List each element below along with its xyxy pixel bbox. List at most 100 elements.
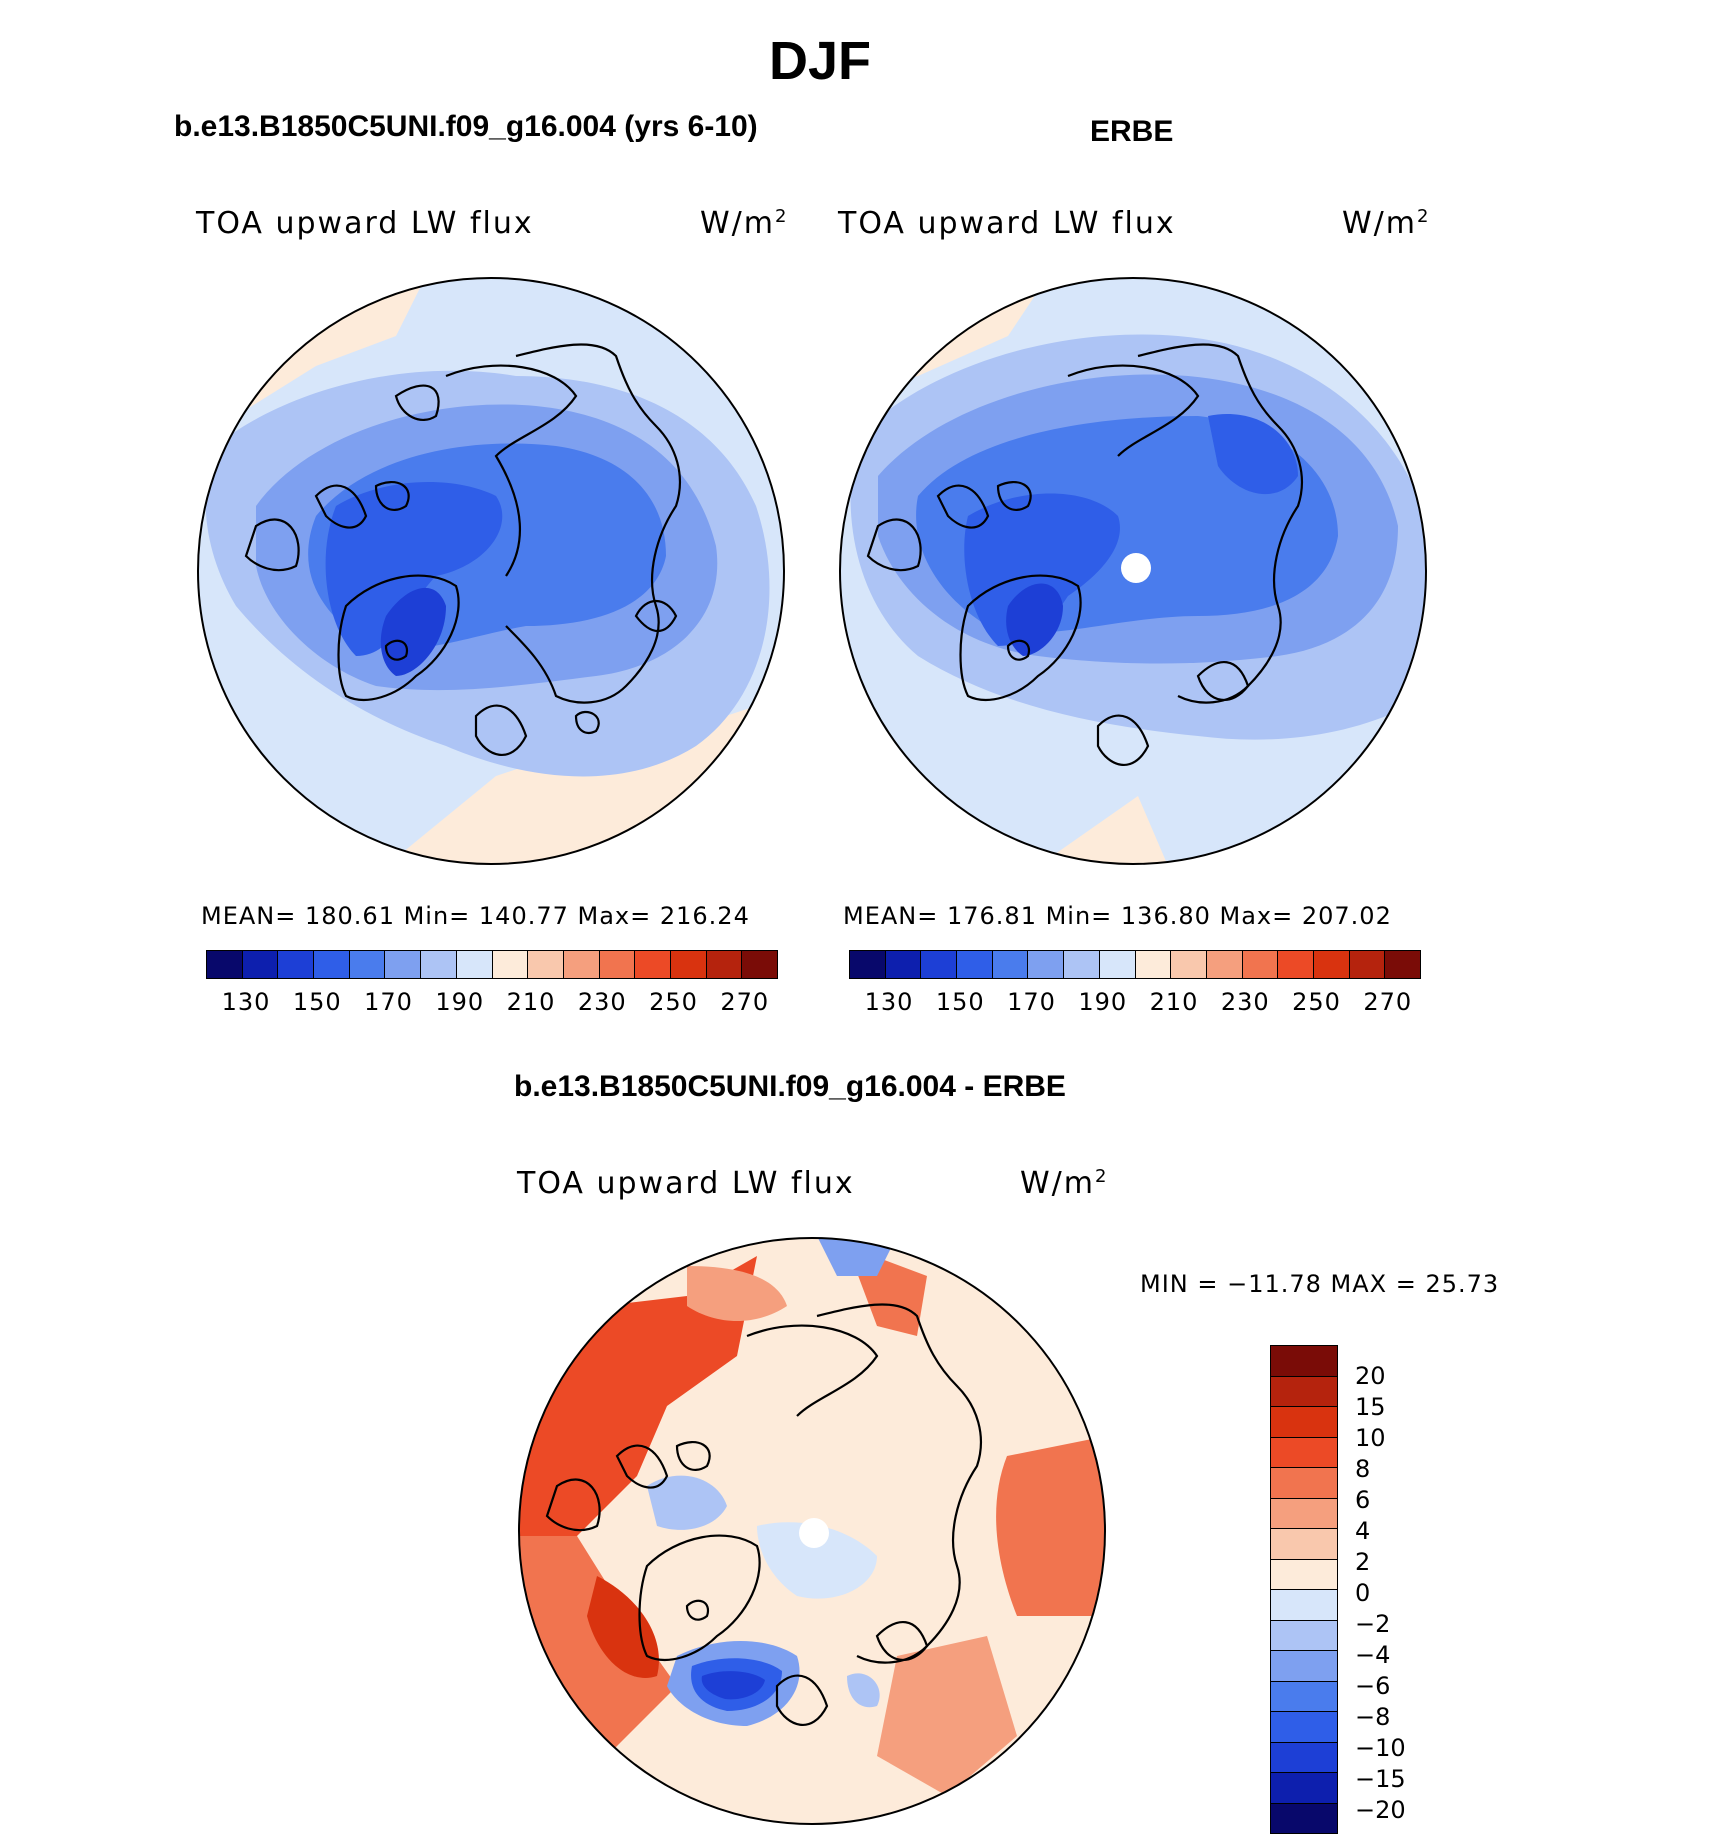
panel2-variable-label: TOA upward LW flux — [838, 206, 1176, 241]
colorbar-tick-label: −15 — [1355, 1765, 1406, 1793]
colorbar-swatch — [850, 951, 886, 978]
colorbar-tick-label: 130 — [864, 988, 914, 1016]
panel3-colorbar — [1270, 1345, 1338, 1834]
colorbar-swatch — [385, 951, 422, 978]
colorbar-tick-label: 210 — [1149, 988, 1199, 1016]
colorbar-tick-label: 2 — [1355, 1548, 1371, 1576]
panel3-colorbar-ticks: 20 15 10 8 6 4 2 0 −2 −4 −6 −8 −10 −15 −20 — [1355, 1345, 1475, 1825]
panel1-stats: MEAN= 180.61 Min= 140.77 Max= 216.24 — [201, 902, 750, 930]
panel3-variable-label: TOA upward LW flux — [517, 1166, 855, 1201]
colorbar-tick-label: 230 — [577, 988, 627, 1016]
colorbar-tick-label: 6 — [1355, 1486, 1371, 1514]
colorbar-swatch — [456, 951, 493, 978]
colorbar-swatch — [742, 951, 777, 978]
colorbar-tick-label: −20 — [1355, 1796, 1406, 1824]
colorbar-tick-label: 210 — [506, 988, 556, 1016]
panel1-variable-label: TOA upward LW flux — [196, 206, 534, 241]
colorbar-tick-label: 270 — [720, 988, 770, 1016]
colorbar-swatch — [885, 951, 922, 978]
colorbar-tick-label: 170 — [1007, 988, 1056, 1016]
colorbar-swatch — [1271, 1742, 1337, 1773]
colorbar-swatch — [1271, 1712, 1337, 1743]
colorbar-swatch — [1278, 951, 1314, 978]
colorbar-swatch — [1028, 951, 1065, 978]
colorbar-swatch — [921, 951, 958, 978]
colorbar-swatch — [1271, 1468, 1337, 1499]
panel3-title: b.e13.B1850C5UNI.f09_g16.004 - ERBE — [514, 1070, 1066, 1103]
colorbar-tick-label: −10 — [1355, 1734, 1406, 1762]
colorbar-tick-label: 15 — [1355, 1393, 1386, 1421]
panel2-polar-map — [839, 277, 1427, 865]
colorbar-swatch — [1271, 1620, 1337, 1651]
colorbar-swatch — [1313, 951, 1350, 978]
colorbar-swatch — [635, 951, 671, 978]
colorbar-swatch — [1271, 1773, 1337, 1804]
colorbar-swatch — [242, 951, 279, 978]
colorbar-tick-label: 150 — [292, 988, 342, 1016]
colorbar-swatch — [1271, 1590, 1337, 1621]
colorbar-swatch — [492, 951, 529, 978]
colorbar-swatch — [670, 951, 707, 978]
panel2-colorbar — [849, 950, 1421, 979]
colorbar-swatch — [1271, 1803, 1337, 1833]
colorbar-tick-label: 4 — [1355, 1517, 1371, 1545]
colorbar-swatch — [1271, 1346, 1337, 1377]
colorbar-swatch — [1271, 1498, 1337, 1529]
panel1-colorbar — [206, 950, 778, 979]
colorbar-swatch — [1385, 951, 1420, 978]
colorbar-tick-label: 190 — [435, 988, 485, 1016]
panel3-stats: MIN = −11.78 MAX = 25.73 — [1140, 1270, 1500, 1298]
colorbar-tick-label: 170 — [364, 988, 413, 1016]
colorbar-tick-label: 8 — [1355, 1455, 1371, 1483]
panel3-polar-map — [518, 1237, 1106, 1825]
colorbar-tick-label: −6 — [1355, 1672, 1391, 1700]
colorbar-swatch — [314, 951, 350, 978]
panel2-stats: MEAN= 176.81 Min= 136.80 Max= 207.02 — [843, 902, 1392, 930]
colorbar-swatch — [1271, 1376, 1337, 1407]
colorbar-tick-label: 270 — [1363, 988, 1413, 1016]
colorbar-tick-label: 190 — [1078, 988, 1128, 1016]
colorbar-swatch — [706, 951, 743, 978]
colorbar-tick-label: 230 — [1220, 988, 1270, 1016]
colorbar-swatch — [421, 951, 457, 978]
colorbar-swatch — [1271, 1407, 1337, 1438]
colorbar-tick-label: 150 — [935, 988, 985, 1016]
colorbar-swatch — [992, 951, 1029, 978]
colorbar-swatch — [1064, 951, 1100, 978]
colorbar-swatch — [528, 951, 564, 978]
colorbar-tick-label: −8 — [1355, 1703, 1391, 1731]
colorbar-swatch — [1242, 951, 1279, 978]
colorbar-swatch — [1271, 1681, 1337, 1712]
colorbar-swatch — [1271, 1559, 1337, 1590]
colorbar-swatch — [1271, 1437, 1337, 1468]
panel1-colorbar-ticks: 130 150 170 190 210 230 250 270 — [206, 988, 776, 1018]
colorbar-swatch — [1271, 1651, 1337, 1682]
panel3-pole-gap — [799, 1518, 829, 1548]
panel1-title: b.e13.B1850C5UNI.f09_g16.004 (yrs 6-10) — [174, 110, 758, 143]
colorbar-swatch — [278, 951, 315, 978]
colorbar-tick-label: 0 — [1355, 1579, 1371, 1607]
colorbar-swatch — [599, 951, 636, 978]
colorbar-tick-label: 250 — [649, 988, 698, 1016]
colorbar-swatch — [1271, 1529, 1337, 1560]
colorbar-tick-label: 20 — [1355, 1362, 1386, 1390]
figure-title: DJF — [768, 31, 871, 91]
colorbar-swatch — [1135, 951, 1172, 978]
panel2-title: ERBE — [1090, 115, 1174, 148]
colorbar-swatch — [1171, 951, 1207, 978]
colorbar-tick-label: 130 — [221, 988, 271, 1016]
colorbar-swatch — [1349, 951, 1386, 978]
panel2-colorbar-ticks: 130 150 170 190 210 230 250 270 — [849, 988, 1419, 1018]
colorbar-swatch — [563, 951, 600, 978]
panel2-pole-gap — [1121, 553, 1151, 583]
colorbar-swatch — [207, 951, 243, 978]
colorbar-tick-label: 10 — [1355, 1424, 1386, 1452]
panel3-units-label: W/m2 — [1020, 1166, 1109, 1201]
panel2-units-label: W/m2 — [1342, 206, 1431, 241]
colorbar-swatch — [957, 951, 993, 978]
colorbar-tick-label: −2 — [1355, 1610, 1391, 1638]
colorbar-tick-label: −4 — [1355, 1641, 1391, 1669]
colorbar-swatch — [349, 951, 386, 978]
panel1-units-label: W/m2 — [700, 206, 789, 241]
colorbar-swatch — [1206, 951, 1243, 978]
